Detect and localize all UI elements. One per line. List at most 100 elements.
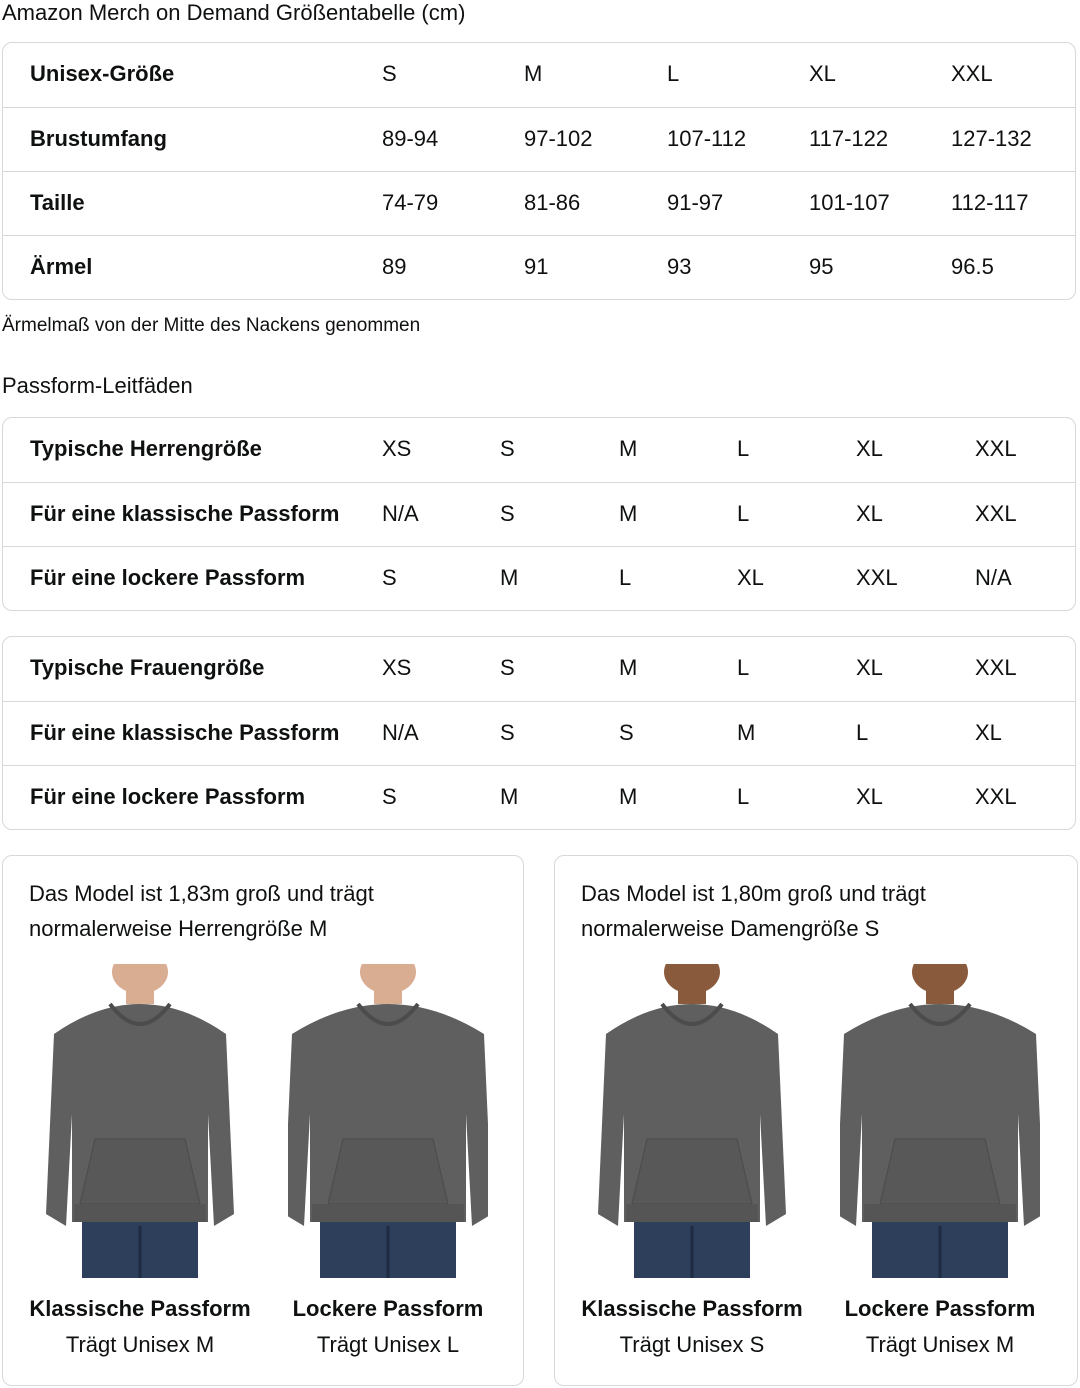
male-model-hoodie-photo <box>46 964 234 1278</box>
table-cell: L <box>737 784 750 809</box>
table-cell: 81-86 <box>524 190 581 215</box>
model-figure: Klassische Passform Trägt Unisex S <box>577 964 807 1358</box>
table-cell: 117-122 <box>809 126 889 151</box>
table-cell: S <box>382 61 397 86</box>
table-cell: XS <box>382 655 412 680</box>
table-cell: S <box>619 720 634 745</box>
table-cell: 127-132 <box>951 126 1032 151</box>
table-cell: L <box>856 720 869 745</box>
table-cell: M <box>619 655 638 680</box>
table-cell: N/A <box>382 501 419 526</box>
table-cell: 74-79 <box>382 190 439 215</box>
table-cell: 89 <box>382 254 407 279</box>
table-row: Taille 74-79 81-86 91-97 101-107 112-117 <box>3 171 1075 235</box>
fit-label: Lockere Passform <box>844 1296 1036 1321</box>
table-cell: XL <box>737 565 764 590</box>
row-label: Für eine klassische Passform <box>30 501 340 526</box>
table-cell: 112-117 <box>951 190 1029 215</box>
table-cell: XL <box>856 436 883 461</box>
fit-label: Klassische Passform <box>581 1296 803 1321</box>
men-fit-table: Typische Herrengröße XS S M L XL XXL Für eine k… <box>2 417 1076 611</box>
table-cell: L <box>737 436 750 461</box>
row-label: Taille <box>30 190 85 215</box>
table-cell: XL <box>809 61 836 86</box>
table-cell: 95 <box>809 254 834 279</box>
table-cell: S <box>500 501 515 526</box>
table-cell: M <box>619 784 638 809</box>
table-cell: M <box>737 720 756 745</box>
table-cell: XXL <box>975 784 1017 809</box>
row-label: Typische Herrengröße <box>30 436 262 461</box>
model-description: Das Model ist 1,80m groß und trägt norma… <box>581 881 926 941</box>
table-cell: XXL <box>856 565 898 590</box>
table-header-row: Typische Herrengröße XS S M L XL XXL <box>3 418 1075 482</box>
table-cell: 107-112 <box>667 126 747 151</box>
table-cell: S <box>382 784 397 809</box>
model-figure: Lockere Passform Trägt Unisex M <box>825 964 1055 1358</box>
table-cell: M <box>500 565 519 590</box>
table-cell: S <box>382 565 397 590</box>
table-cell: XL <box>856 784 883 809</box>
row-label: Für eine lockere Passform <box>30 565 306 590</box>
table-row: Brustumfang 89-94 97-102 107-112 117-122 127-… <box>3 107 1075 171</box>
model-figure: Klassische Passform Trägt Unisex M <box>25 964 255 1358</box>
table-cell: XS <box>382 436 412 461</box>
wears-size: Trägt Unisex M <box>865 1332 1015 1357</box>
table-cell: XXL <box>975 436 1017 461</box>
unisex-size-table: Unisex-Größe S M L XL XXL Brustumfang 89-94 97-1… <box>2 42 1076 300</box>
table-cell: 97-102 <box>524 126 593 151</box>
fit-label: Lockere Passform <box>292 1296 484 1321</box>
row-label: Unisex-Größe <box>30 61 175 86</box>
model-figure: Lockere Passform Trägt Unisex L <box>273 964 503 1358</box>
table-cell: XL <box>856 501 883 526</box>
table-header-row: Unisex-Größe S M L XL XXL <box>3 43 1075 107</box>
fit-label: Klassische Passform <box>29 1296 251 1321</box>
table-row: Für eine lockere Passform S M L XL XXL N/A <box>3 546 1075 610</box>
table-cell: XXL <box>975 501 1017 526</box>
table-cell: XXL <box>975 655 1017 680</box>
table-cell: N/A <box>382 720 419 745</box>
table-cell: N/A <box>975 565 1012 590</box>
table-cell: L <box>737 501 750 526</box>
sleeve-note: Ärmelmaß von der Mitte des Nackens genom… <box>2 315 421 336</box>
table-cell: M <box>524 61 543 86</box>
table-row: Für eine klassische Passform N/A S S M L XL <box>3 701 1075 765</box>
row-label: Brustumfang <box>30 126 167 151</box>
row-label: Für eine klassische Passform <box>30 720 340 745</box>
table-cell: M <box>619 501 638 526</box>
table-cell: L <box>619 565 632 590</box>
model-card-men: Das Model ist 1,83m groß und trägt norma… <box>2 855 524 1386</box>
table-cell: M <box>500 784 519 809</box>
table-cell: 89-94 <box>382 126 439 151</box>
wears-size: Trägt Unisex M <box>65 1332 215 1357</box>
fit-guides-heading: Passform-Leitfäden <box>2 373 193 398</box>
table-cell: XXL <box>951 61 993 86</box>
table-row: Für eine lockere Passform S M M L XL XXL <box>3 765 1075 829</box>
table-cell: 91 <box>524 254 549 279</box>
table-cell: S <box>500 655 515 680</box>
female-model-hoodie-photo <box>840 964 1040 1278</box>
women-fit-table: Typische Frauengröße XS S M L XL XXL Für eine k… <box>2 636 1076 830</box>
table-cell: XL <box>856 655 883 680</box>
table-cell: S <box>500 436 515 461</box>
table-header-row: Typische Frauengröße XS S M L XL XXL <box>3 637 1075 701</box>
female-model-hoodie-photo <box>598 964 786 1278</box>
table-cell: 93 <box>667 254 692 279</box>
page-title: Amazon Merch on Demand Größentabelle (cm… <box>2 0 466 25</box>
table-row: Für eine klassische Passform N/A S M L XL XXL <box>3 482 1075 546</box>
model-description: Das Model ist 1,83m groß und trägt norma… <box>29 881 374 941</box>
table-cell: 101-107 <box>809 190 890 215</box>
male-model-hoodie-photo <box>288 964 488 1278</box>
wears-size: Trägt Unisex S <box>619 1332 765 1357</box>
table-cell: 96.5 <box>951 254 994 279</box>
row-label: Ärmel <box>30 254 93 279</box>
model-card-women: Das Model ist 1,80m groß und trägt norma… <box>554 855 1078 1386</box>
table-cell: S <box>500 720 515 745</box>
table-cell: L <box>737 655 750 680</box>
table-cell: 91-97 <box>667 190 724 215</box>
table-cell: M <box>619 436 638 461</box>
row-label: Typische Frauengröße <box>30 655 265 680</box>
wears-size: Trägt Unisex L <box>316 1332 460 1357</box>
table-cell: L <box>667 61 680 86</box>
table-row: Ärmel 89 91 93 95 96.5 <box>3 235 1075 299</box>
